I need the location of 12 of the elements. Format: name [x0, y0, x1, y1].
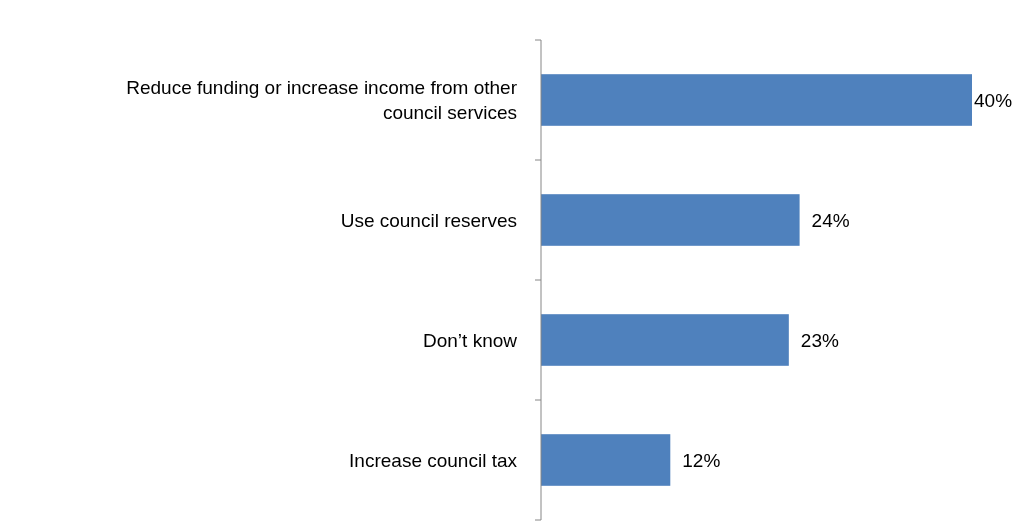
bar [541, 74, 972, 126]
bar [541, 314, 789, 366]
data-label: 23% [800, 329, 839, 351]
data-label: 12% [682, 449, 721, 471]
data-label: 24% [811, 209, 850, 231]
y-tick-label: Reduce funding or increase income from other council services [126, 76, 518, 124]
data-label: 40% [974, 89, 1013, 111]
y-tick-label: Use council reserves [340, 209, 517, 231]
bar [541, 434, 671, 486]
y-tick-label: Increase council tax [349, 449, 518, 471]
bar [541, 194, 800, 246]
y-tick-label: Don’t know [423, 329, 518, 351]
